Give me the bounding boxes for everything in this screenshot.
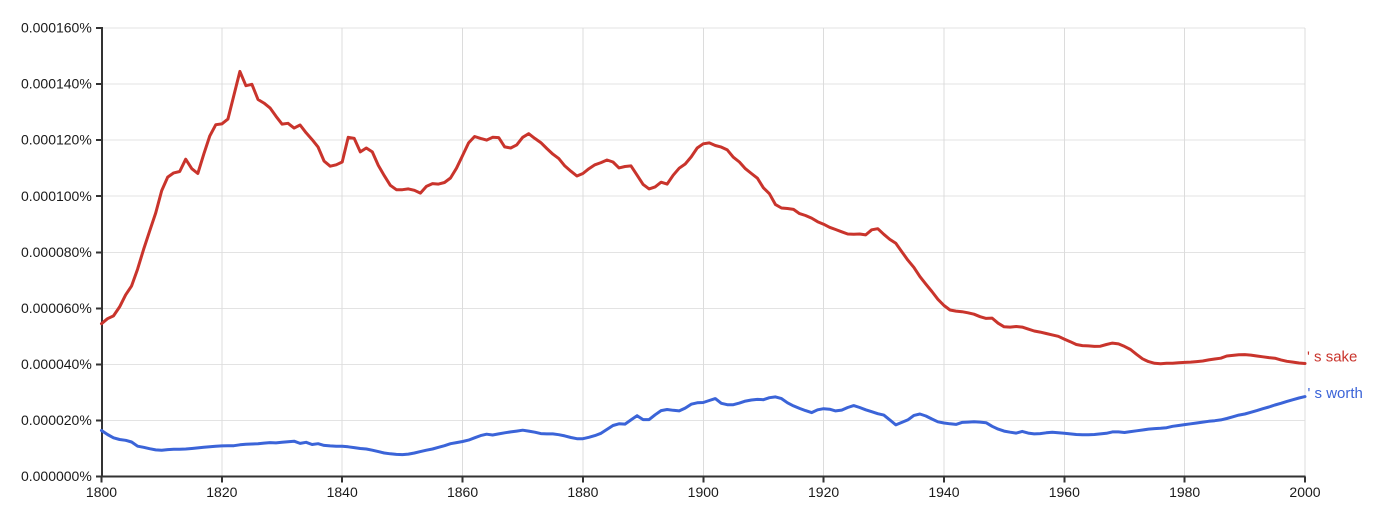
- svg-text:0.000140%: 0.000140%: [21, 76, 92, 92]
- svg-text:1960: 1960: [1049, 484, 1080, 500]
- svg-text:1860: 1860: [447, 484, 478, 500]
- svg-text:' s worth: ' s worth: [1308, 385, 1363, 402]
- svg-text:0.000020%: 0.000020%: [21, 412, 92, 428]
- svg-text:1940: 1940: [928, 484, 959, 500]
- svg-text:' s sake: ' s sake: [1307, 349, 1357, 366]
- svg-text:1820: 1820: [206, 484, 237, 500]
- svg-text:1980: 1980: [1169, 484, 1200, 500]
- svg-text:0.000040%: 0.000040%: [21, 356, 92, 372]
- svg-text:0.000100%: 0.000100%: [21, 188, 92, 204]
- svg-text:1920: 1920: [808, 484, 839, 500]
- svg-text:1900: 1900: [688, 484, 719, 500]
- svg-text:0.000060%: 0.000060%: [21, 300, 92, 316]
- svg-text:0.000120%: 0.000120%: [21, 132, 92, 148]
- svg-text:0.000080%: 0.000080%: [21, 244, 92, 260]
- svg-text:1840: 1840: [327, 484, 358, 500]
- svg-text:0.000000%: 0.000000%: [21, 468, 92, 484]
- svg-text:1800: 1800: [86, 484, 117, 500]
- svg-text:1880: 1880: [567, 484, 598, 500]
- svg-text:0.000160%: 0.000160%: [21, 20, 92, 36]
- svg-text:2000: 2000: [1289, 484, 1320, 500]
